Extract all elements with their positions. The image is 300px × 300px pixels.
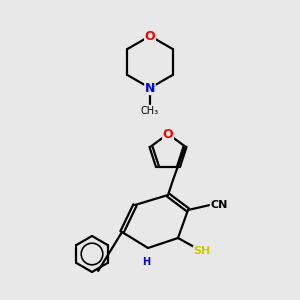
Text: O: O bbox=[163, 128, 173, 140]
Text: SH: SH bbox=[194, 246, 211, 256]
Text: N: N bbox=[145, 82, 155, 94]
Text: CH₃: CH₃ bbox=[141, 106, 159, 116]
Text: O: O bbox=[145, 29, 155, 43]
Text: H: H bbox=[142, 257, 150, 267]
Text: CN: CN bbox=[210, 200, 228, 210]
